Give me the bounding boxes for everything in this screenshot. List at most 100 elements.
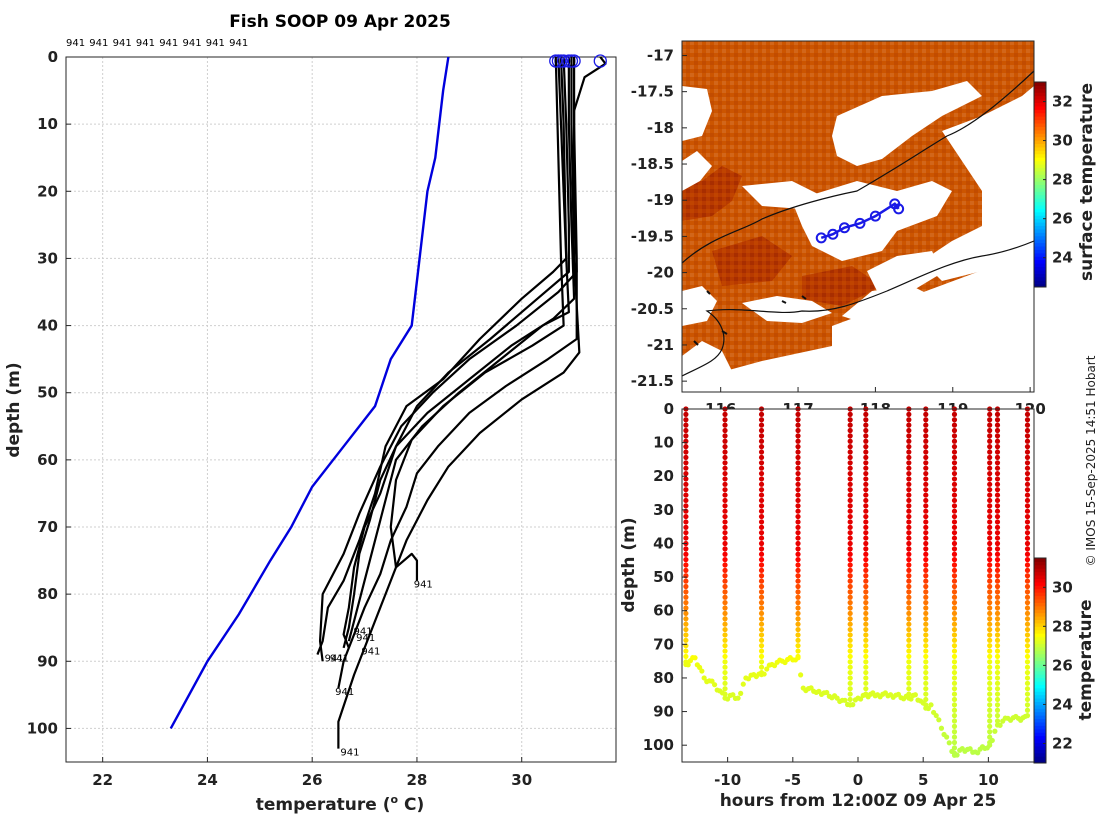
cast-dot xyxy=(1024,530,1031,536)
cast-dot xyxy=(795,600,801,606)
cast-dot xyxy=(994,605,1001,611)
cast-dot xyxy=(923,460,929,466)
cast-dot xyxy=(722,465,728,471)
colorbar-segment xyxy=(1034,633,1046,638)
section-y-tick-label: 0 xyxy=(664,400,674,418)
warm-patch xyxy=(682,166,742,221)
cast-dot xyxy=(1024,492,1031,498)
cast-dot xyxy=(847,433,853,439)
station-top-label: 941 xyxy=(206,38,225,49)
cast-dot xyxy=(987,497,993,504)
profile-end-label: 941 xyxy=(356,633,375,644)
cast-dot xyxy=(906,546,912,552)
cast-dot xyxy=(758,643,765,649)
cast-dot xyxy=(1024,600,1031,606)
colorbar-segment xyxy=(1034,283,1046,288)
cast-dot xyxy=(987,417,993,423)
colorbar-segment xyxy=(1034,249,1046,254)
cast-dot xyxy=(847,557,853,563)
cast-dot xyxy=(683,460,689,466)
cast-dot xyxy=(923,691,929,697)
cast-dot xyxy=(847,422,853,428)
cast-dot xyxy=(847,481,853,487)
profile-x-ticks: 22 24 26 28 30 xyxy=(92,757,532,789)
cast-dot xyxy=(847,696,853,703)
cast-dot xyxy=(951,524,958,530)
cast-dot xyxy=(795,438,801,444)
cast-dot xyxy=(906,589,912,595)
cast-dot xyxy=(722,594,728,600)
cast-dot xyxy=(758,476,765,482)
cast-dot xyxy=(951,659,958,665)
cast-dot xyxy=(987,637,993,643)
cast-dot xyxy=(987,691,993,697)
sst-map-panel: -17 -17.5 -18 -18.5 -19 -19.5 -20 -20.5 -21 -21.5… xyxy=(631,40,1097,418)
cast-dot xyxy=(863,546,869,552)
cast-dot xyxy=(987,589,993,595)
cast-dot xyxy=(994,610,1001,617)
colorbar-segment xyxy=(1034,698,1046,702)
warm-patch xyxy=(712,236,792,286)
cast-dot xyxy=(1024,476,1031,482)
cast-dot xyxy=(923,444,929,450)
colorbar-segment xyxy=(1034,605,1046,610)
cast-dot xyxy=(994,583,1001,590)
cast-dot xyxy=(722,680,728,686)
colorbar-segment xyxy=(1034,126,1046,131)
bottom-dot xyxy=(933,712,939,719)
cast-dot xyxy=(951,454,958,461)
colorbar-segment xyxy=(1034,711,1046,716)
cast-dot xyxy=(722,422,728,428)
colorbar-segment xyxy=(1034,657,1046,661)
depth-time-scatter xyxy=(683,406,1031,758)
colorbar-tick-label: 30 xyxy=(1052,132,1073,150)
cast-dot xyxy=(683,411,689,417)
cast-dot xyxy=(987,583,993,590)
cast-dot xyxy=(1024,454,1031,461)
profile-series xyxy=(342,56,570,649)
cast-dot xyxy=(722,551,728,557)
cast-dot xyxy=(863,422,869,428)
cast-dot xyxy=(994,530,1001,536)
section-x-tick-label: 5 xyxy=(918,771,928,789)
cast-dot xyxy=(994,551,1001,557)
cast-dot xyxy=(987,444,993,450)
cast-dot xyxy=(847,621,853,627)
cast-dot xyxy=(1024,664,1031,670)
station-top-label: 941 xyxy=(89,38,108,49)
cast-dot xyxy=(758,583,765,590)
colorbar-segment xyxy=(1034,164,1046,168)
warm-patch xyxy=(802,266,882,306)
cast-dot xyxy=(722,605,728,611)
colorbar-segment xyxy=(1034,653,1046,658)
cast-dot xyxy=(758,605,765,611)
cast-dot xyxy=(795,589,801,595)
cast-dot xyxy=(863,492,869,498)
cast-dot xyxy=(951,691,958,697)
colorbar-segment xyxy=(1034,588,1046,593)
cast-dot xyxy=(994,492,1001,498)
cast-dot xyxy=(863,616,869,622)
cast-dot xyxy=(847,605,853,611)
cast-dot xyxy=(683,637,689,643)
cast-dot xyxy=(795,605,801,611)
cast-dot xyxy=(987,718,993,724)
cast-dot xyxy=(758,449,765,455)
cast-dot xyxy=(795,551,801,557)
cast-dot xyxy=(683,487,689,493)
cast-dot xyxy=(906,562,912,568)
x-tick-label: 22 xyxy=(92,771,113,789)
colorbar-segment xyxy=(1034,575,1046,579)
colorbar-segment xyxy=(1034,677,1046,682)
cast-dot xyxy=(987,713,993,719)
cast-dot xyxy=(758,589,765,595)
cast-dot xyxy=(951,702,958,708)
cast-dot xyxy=(863,427,869,434)
cast-dot xyxy=(994,616,1001,622)
cast-dot xyxy=(987,643,993,649)
cast-dot xyxy=(847,632,853,638)
cast-dot xyxy=(994,465,1001,471)
bottom-dot xyxy=(944,734,950,740)
cast-dot xyxy=(906,583,912,590)
station-top-label: 941 xyxy=(159,38,178,49)
